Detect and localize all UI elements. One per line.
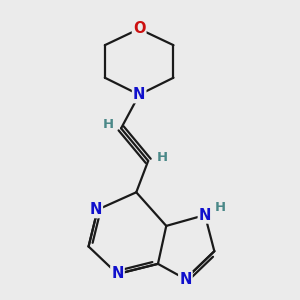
Text: N: N — [111, 266, 124, 281]
Text: N: N — [179, 272, 192, 286]
Text: O: O — [133, 21, 146, 36]
Text: H: H — [214, 201, 226, 214]
Text: H: H — [103, 118, 114, 131]
Text: N: N — [133, 87, 145, 102]
Text: N: N — [90, 202, 102, 217]
Text: N: N — [199, 208, 211, 223]
Text: H: H — [156, 151, 167, 164]
